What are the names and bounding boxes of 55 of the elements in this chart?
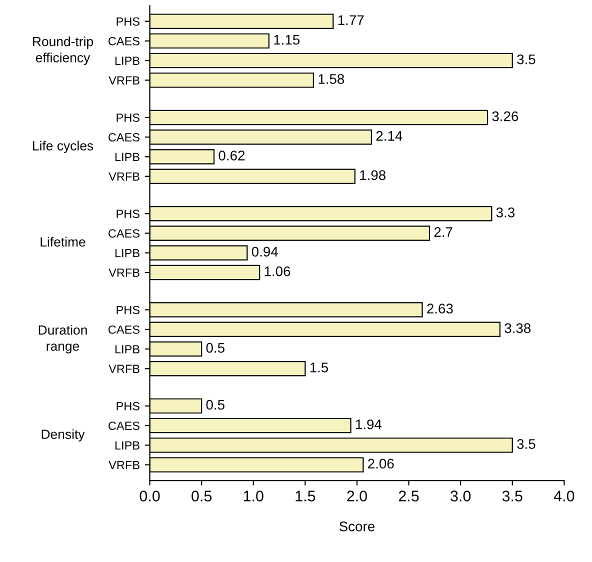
y-tick-label: PHS (116, 114, 140, 122)
y-tick-label: PHS (116, 17, 140, 26)
y-tick-label: CAES (108, 36, 140, 46)
data-label: 0.62 (218, 150, 245, 160)
y-tick-label: CAES (108, 422, 140, 430)
y-tick-label: CAES (108, 229, 140, 238)
data-label: 3.38 (504, 323, 531, 334)
y-tick-label: LIPB (115, 152, 140, 161)
data-label: 2.7 (434, 227, 452, 237)
text: Duration range (38, 325, 87, 354)
text: Life cycles (33, 140, 94, 154)
y-tick-label: LIPB (115, 441, 140, 450)
data-label: 1.58 (318, 74, 344, 84)
text: Density (42, 429, 85, 442)
text: Lifetime (40, 236, 86, 247)
y-tick-label: CAES (108, 325, 140, 334)
data-label: 2.06 (368, 458, 394, 469)
y-tick-label: LIPB (115, 345, 140, 354)
data-label: 2.14 (376, 130, 402, 141)
y-tick-label: VRFB (108, 172, 140, 181)
data-label: 3.5 (517, 54, 536, 64)
data-label: 1.94 (356, 419, 382, 430)
data-label: 1.5 (310, 362, 328, 372)
data-label: 3.26 (492, 111, 518, 122)
y-tick-label: VRFB (108, 364, 140, 373)
x-tick-label: 3.5 (502, 490, 522, 502)
y-tick-label: LIPB (115, 56, 140, 65)
x-tick-label: 1.0 (244, 490, 264, 502)
data-label: 1.06 (264, 266, 290, 276)
data-label: 2.63 (427, 304, 453, 314)
y-tick-label: PHS (116, 210, 140, 218)
data-label: 3.5 (517, 439, 536, 449)
data-label: 1.77 (338, 15, 364, 25)
data-label: 1.15 (274, 34, 300, 45)
data-label: 3.3 (496, 208, 515, 218)
x-tick-label: 1.5 (296, 490, 316, 502)
data-label: 0.5 (206, 400, 224, 410)
y-tick-label: VRFB (108, 76, 140, 84)
x-tick-label: 4.0 (554, 490, 574, 502)
text: Round-trip efficiency (33, 36, 94, 65)
y-tick-label: VRFB (108, 268, 140, 277)
x-tick-label: 3.0 (450, 490, 471, 502)
x-tick-label: 2.0 (347, 490, 367, 502)
x-axis-title: Score (339, 522, 374, 532)
data-label: 1.98 (360, 170, 386, 180)
y-tick-label: CAES (108, 133, 140, 142)
y-tick-label: LIPB (115, 249, 140, 258)
y-tick-label: PHS (116, 402, 140, 410)
y-tick-label: VRFB (108, 460, 140, 470)
x-tick-label: 2.5 (398, 490, 419, 502)
data-label: 0.94 (252, 246, 278, 257)
x-tick-label: 0.0 (140, 490, 160, 502)
x-tick-label: 0.5 (192, 490, 212, 502)
y-tick-label: PHS (116, 306, 140, 314)
data-label: 0.5 (206, 342, 224, 353)
